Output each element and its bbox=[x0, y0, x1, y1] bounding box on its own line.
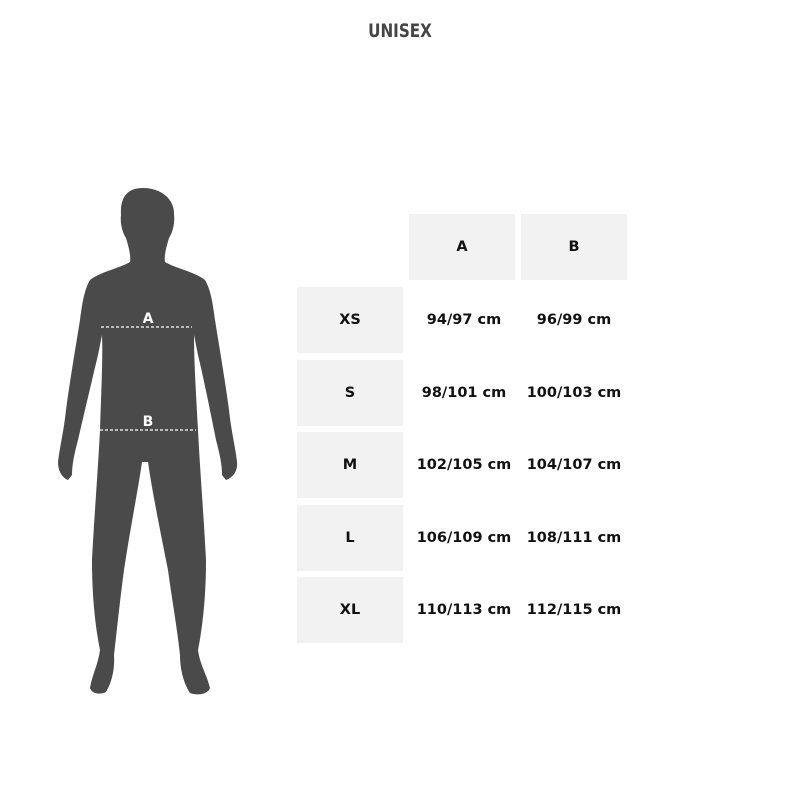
value-b: 96/99 cm bbox=[536, 312, 612, 328]
body-silhouette: A B bbox=[58, 188, 238, 695]
header-a: A bbox=[409, 214, 515, 280]
value-b: 100/103 cm bbox=[526, 385, 622, 401]
size-label: XL bbox=[297, 577, 403, 643]
value-b: 112/115 cm bbox=[526, 602, 622, 618]
size-label: XS bbox=[297, 287, 403, 353]
value-a: 98/101 cm bbox=[421, 385, 507, 401]
size-label: S bbox=[297, 360, 403, 426]
value-b: 104/107 cm bbox=[526, 457, 622, 473]
measure-label-b: B bbox=[143, 414, 154, 430]
value-a: 110/113 cm bbox=[416, 602, 512, 618]
value-a: 106/109 cm bbox=[416, 530, 512, 546]
size-label: L bbox=[297, 505, 403, 571]
header-b: B bbox=[521, 214, 627, 280]
value-a: 102/105 cm bbox=[416, 457, 512, 473]
value-b: 108/111 cm bbox=[526, 530, 622, 546]
page-title: UNISEX bbox=[368, 20, 432, 42]
silhouette-shape bbox=[58, 188, 238, 695]
value-a: 94/97 cm bbox=[426, 312, 502, 328]
size-label: M bbox=[297, 432, 403, 498]
measure-label-a: A bbox=[143, 311, 154, 327]
